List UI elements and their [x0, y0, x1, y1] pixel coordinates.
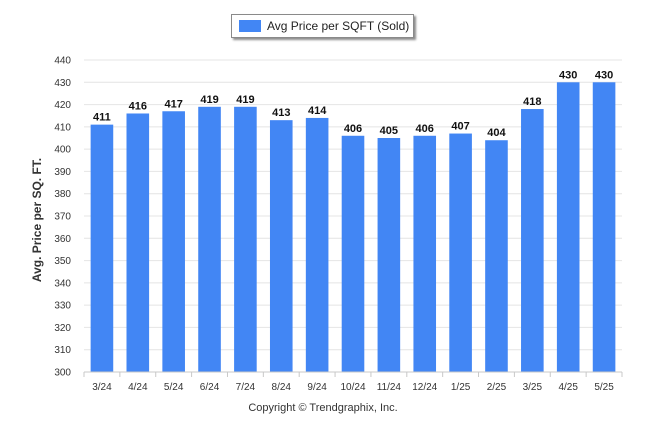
bar — [234, 106, 257, 373]
bar — [162, 111, 185, 372]
x-tick-label: 9/24 — [307, 382, 327, 393]
y-tick-label: 360 — [54, 234, 71, 245]
bar — [413, 135, 437, 372]
x-tick-label: 3/25 — [523, 382, 543, 393]
data-label: 406 — [416, 123, 434, 135]
y-tick-label: 380 — [54, 189, 71, 200]
x-tick-label: 12/24 — [412, 382, 437, 393]
data-label: 416 — [129, 100, 147, 112]
x-tick-label: 4/25 — [558, 382, 578, 393]
copyright-text: Copyright © Trendgraphix, Inc. — [248, 402, 398, 414]
data-label: 430 — [595, 69, 613, 81]
x-tick-label: 10/24 — [340, 382, 365, 393]
legend-label: Avg Price per SQFT (Sold) — [267, 19, 410, 33]
data-labels: 411 416 417 419 419 413 414 406 405 406 407 404 418 4… — [93, 69, 613, 139]
y-tick-label: 440 — [54, 56, 71, 67]
y-tick-label: 330 — [54, 301, 71, 312]
bar — [521, 109, 544, 373]
x-tick-label: 6/24 — [200, 382, 220, 393]
y-tick-label: 300 — [54, 368, 71, 379]
x-tick-label: 4/24 — [128, 382, 148, 393]
y-tick-label: 430 — [54, 78, 71, 89]
bar — [198, 106, 221, 373]
data-label: 406 — [344, 123, 362, 135]
y-axis-ticks: 300 310 320 330 340 350 360 370 380 390 400 410 420 4… — [54, 56, 71, 379]
x-tick-label: 2/25 — [487, 382, 507, 393]
y-tick-label: 410 — [54, 122, 71, 133]
y-tick-label: 320 — [54, 323, 71, 334]
x-tick-label: 8/24 — [272, 382, 292, 393]
bar — [341, 135, 365, 372]
bar — [592, 82, 616, 373]
data-label: 405 — [380, 125, 398, 137]
y-tick-label: 350 — [54, 256, 71, 267]
y-tick-label: 390 — [54, 167, 71, 178]
data-label: 417 — [164, 98, 182, 110]
bar — [449, 133, 472, 372]
y-tick-label: 400 — [54, 145, 71, 156]
y-tick-label: 310 — [54, 345, 71, 356]
x-tick-label: 11/24 — [377, 382, 402, 393]
data-label: 418 — [523, 96, 541, 108]
data-label: 404 — [487, 127, 506, 139]
bar — [90, 124, 114, 372]
bar — [126, 113, 150, 372]
bar — [377, 138, 401, 372]
x-tick-label: 7/24 — [236, 382, 256, 393]
y-axis-title: Avg. Price per SQ. FT. — [30, 157, 44, 283]
bar — [556, 82, 580, 373]
x-tick-label: 5/25 — [594, 382, 614, 393]
bar — [485, 140, 508, 372]
y-tick-label: 370 — [54, 212, 71, 223]
y-tick-label: 420 — [54, 100, 71, 111]
bar — [269, 120, 293, 373]
data-label: 407 — [451, 121, 469, 133]
bars — [90, 82, 616, 373]
data-label: 430 — [559, 69, 577, 81]
x-axis-ticks: 3/24 4/24 5/24 6/24 7/24 8/24 9/24 10/24 11/24 12… — [83, 372, 623, 393]
data-label: 413 — [272, 107, 290, 119]
x-tick-label: 1/25 — [451, 382, 471, 393]
data-label: 419 — [200, 94, 218, 106]
data-label: 419 — [236, 94, 254, 106]
bar — [305, 117, 329, 372]
data-label: 414 — [308, 105, 327, 117]
y-tick-label: 340 — [54, 278, 71, 289]
legend: Avg Price per SQFT (Sold) — [231, 14, 414, 38]
data-label: 411 — [93, 112, 111, 124]
x-tick-label: 5/24 — [164, 382, 184, 393]
legend-swatch — [239, 20, 261, 32]
x-tick-label: 3/24 — [92, 382, 112, 393]
